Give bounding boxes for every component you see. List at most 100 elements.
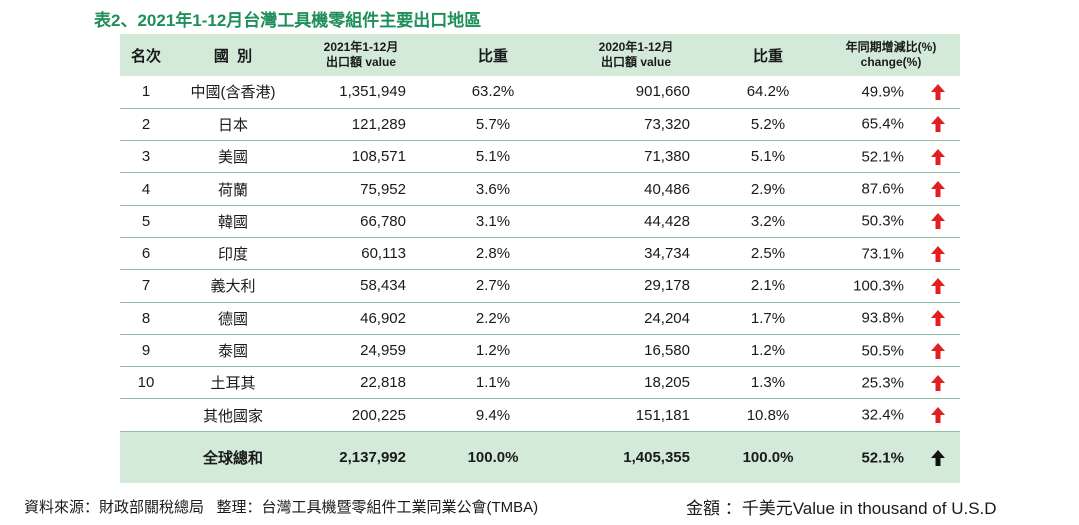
header-change-label-en: change(%) [860,55,922,69]
change-value: 25.3% [861,374,904,392]
country-cell: 泰國 [217,343,248,361]
change-cell: 52.1% [822,141,960,173]
arrow-shape [931,213,945,230]
change-cell: 100.3% [822,270,960,302]
up-arrow-icon [931,245,945,262]
table-row: 1 中國(含香港) 1,351,949 63.2% 901,660 64.2% … [120,76,960,109]
table-row: 2 日本 121,289 5.7% 73,320 5.2% 65.4% [120,108,960,141]
country-cell: 其他國家 [202,407,263,425]
header-share-2021: 比重 [477,47,508,65]
arrow-shape [931,83,945,100]
total-share-2021: 100.0% [467,449,519,467]
up-arrow-icon [931,374,945,391]
value-2020-cell: 901,660 [635,83,690,101]
share-2021-cell: 5.1% [475,148,511,166]
rank-cell [120,399,172,431]
rank-cell: 6 [141,245,151,263]
rank-cell: 4 [141,180,151,198]
country-cell: 美國 [217,149,248,167]
header-value-2020: 2020年1-12月 出口額 value [558,34,714,76]
table-row: 5 韓國 66,780 3.1% 44,428 3.2% 50.3% [120,205,960,238]
rank-cell [120,431,172,483]
rank-cell: 8 [141,309,151,327]
total-change-cell: 52.1% [822,431,960,483]
change-value: 49.9% [861,83,904,101]
up-arrow-icon [931,116,945,133]
share-2021-cell: 63.2% [471,83,515,101]
value-2020-cell: 71,380 [644,148,690,166]
share-2021-cell: 2.2% [475,309,511,327]
change-value: 50.5% [861,342,904,360]
value-2021-cell: 58,434 [360,277,406,295]
change-cell: 50.5% [822,334,960,366]
value-2021-cell: 60,113 [361,245,406,263]
share-2020-cell: 1.7% [750,309,786,327]
share-2021-cell: 1.1% [475,374,511,392]
header-value-2020-period: 2020年1-12月 [598,40,674,54]
value-2021-cell: 66,780 [360,212,406,230]
share-2020-cell: 2.1% [750,277,786,295]
share-2021-cell: 3.6% [475,180,511,198]
arrow-shape [931,310,945,327]
share-2021-cell: 9.4% [475,406,511,424]
share-2021-cell: 2.8% [475,245,511,263]
rank-cell: 5 [141,212,151,230]
value-2020-cell: 73,320 [644,115,690,133]
up-arrow-icon [931,83,945,100]
change-value: 93.8% [861,309,904,327]
header-country: 國 別 [213,47,253,65]
country-cell: 韓國 [217,213,248,231]
share-2020-cell: 10.8% [746,406,790,424]
value-2021-cell: 46,902 [360,309,406,327]
source-note: 資料來源：財政部關稅總局 整理：台灣工具機暨零組件工業同業公會(TMBA) [24,499,539,516]
rank-cell: 9 [141,342,151,360]
share-2021-cell: 2.7% [475,277,511,295]
change-value: 73.1% [861,245,904,263]
value-2021-cell: 24,959 [360,342,406,360]
change-cell: 49.9% [822,76,960,108]
table-row: 10 土耳其 22,818 1.1% 18,205 1.3% 25.3% [120,367,960,399]
change-value: 65.4% [861,115,904,133]
share-2020-cell: 2.5% [750,245,786,263]
table-row: 7 義大利 58,434 2.7% 29,178 2.1% 100.3% [120,270,960,303]
arrow-shape [931,342,945,359]
change-cell: 87.6% [822,173,960,205]
arrow-shape [931,148,945,165]
change-cell: 50.3% [822,205,960,237]
header-row: 名次 國 別 2021年1-12月 出口額 value 比重 2020年1-12… [120,34,960,76]
value-2020-cell: 40,486 [644,180,690,198]
value-2021-cell: 200,225 [351,406,406,424]
change-cell: 93.8% [822,302,960,334]
value-2021-cell: 75,952 [360,180,406,198]
arrow-shape [931,181,945,198]
share-2020-cell: 3.2% [750,212,786,230]
value-2021-cell: 108,571 [351,148,406,166]
up-arrow-icon [931,277,945,294]
table-row: 3 美國 108,571 5.1% 71,380 5.1% 52.1% [120,141,960,173]
rank-cell: 7 [141,277,151,295]
up-arrow-icon [931,181,945,198]
share-2020-cell: 5.1% [750,148,786,166]
value-2020-cell: 16,580 [644,342,690,360]
rank-cell: 3 [141,148,151,166]
value-2020-cell: 18,205 [644,374,690,392]
value-2021-cell: 1,351,949 [339,83,406,101]
total-share-2020: 100.0% [742,449,794,467]
up-arrow-icon [931,449,945,466]
value-2020-cell: 24,204 [644,309,690,327]
arrow-shape [931,277,945,294]
change-value: 52.1% [861,148,904,166]
arrow-shape [931,449,945,466]
change-cell: 25.3% [822,367,960,399]
share-2020-cell: 1.2% [750,342,786,360]
table-row: 其他國家 200,225 9.4% 151,181 10.8% 32.4% [120,399,960,432]
value-2020-cell: 44,428 [644,212,690,230]
header-value-2021: 2021年1-12月 出口額 value [294,34,428,76]
arrow-shape [931,407,945,424]
share-2021-cell: 1.2% [475,342,511,360]
country-cell: 義大利 [210,278,256,296]
arrow-shape [931,245,945,262]
value-2021-cell: 22,818 [360,374,406,392]
header-change: 年同期增減比(%) change(%) [822,34,960,76]
total-change-value: 52.1% [861,449,904,467]
